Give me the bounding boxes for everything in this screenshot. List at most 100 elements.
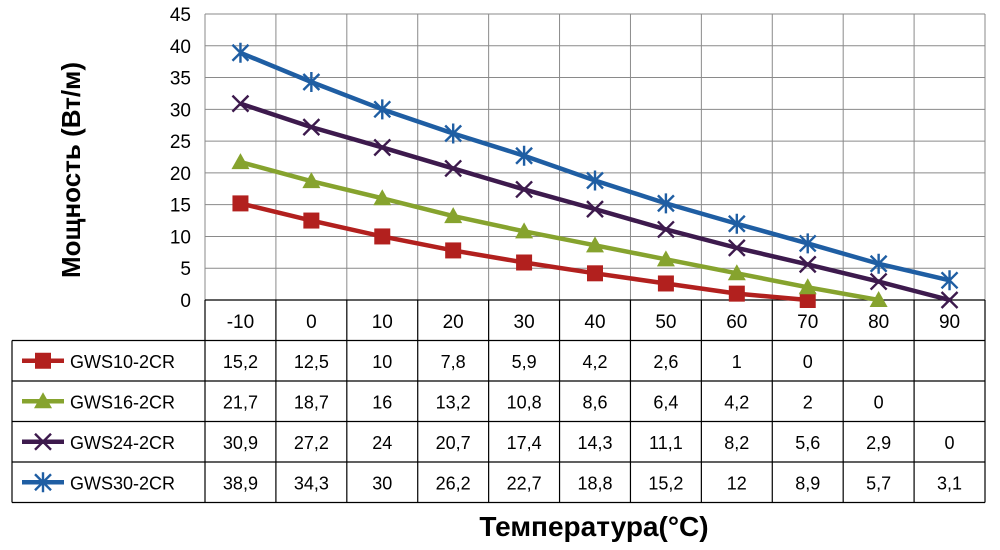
table-cell: 5,9 — [512, 352, 537, 372]
data-point — [798, 255, 817, 274]
table-cell: 15,2 — [648, 473, 683, 493]
data-point — [444, 123, 463, 144]
data-point — [232, 195, 249, 212]
table-cell: 8,6 — [582, 392, 607, 412]
grid — [204, 13, 986, 301]
y-tick-label: 10 — [170, 227, 191, 248]
legend-marker — [34, 432, 52, 451]
table-cell: 2,6 — [653, 352, 678, 372]
table-cell: 12 — [727, 473, 747, 493]
data-point — [587, 265, 603, 282]
table-cell: 15,2 — [223, 352, 258, 372]
table-cell: 22,7 — [507, 473, 542, 493]
x-tick-label: 20 — [443, 312, 464, 333]
table-cell: 12,5 — [294, 352, 329, 372]
data-point — [302, 118, 321, 136]
data-point — [515, 145, 533, 166]
table-cell: 10,8 — [507, 392, 542, 412]
data-point — [728, 285, 745, 302]
y-axis-ticks: 0 5 10 15 20 25 30 35 40 45 — [170, 5, 191, 312]
data-point — [657, 220, 675, 239]
table-cell: 30 — [372, 473, 392, 493]
x-tick-label: 10 — [372, 312, 393, 333]
legend-marker — [34, 472, 52, 493]
legend-label: GWS30-2CR — [70, 473, 175, 493]
y-tick-label: 5 — [180, 259, 191, 280]
data-point — [445, 242, 462, 259]
x-tick-label: 80 — [868, 312, 889, 333]
x-tick-label: 50 — [655, 312, 676, 333]
table-cell: 38,9 — [223, 473, 258, 493]
data-point — [657, 193, 675, 214]
data-point — [657, 275, 674, 292]
x-tick-label: 0 — [306, 312, 317, 333]
table-cell: 0 — [874, 392, 884, 412]
table-cell: 8,9 — [795, 473, 820, 493]
data-point — [798, 278, 817, 295]
data-point — [515, 180, 533, 199]
table-cell: 10 — [372, 352, 392, 372]
data-point — [586, 236, 604, 253]
y-tick-label: 25 — [170, 132, 191, 153]
table-cell: 34,3 — [294, 473, 329, 493]
y-tick-label: 30 — [170, 100, 191, 121]
data-point — [727, 213, 746, 234]
table-cell: 1 — [732, 352, 742, 372]
legend-label: GWS16-2CR — [70, 392, 175, 412]
table-cell: 4,2 — [724, 392, 749, 412]
table-cell: 5,7 — [866, 473, 891, 493]
data-point — [799, 292, 816, 308]
y-tick-label: 20 — [170, 164, 191, 185]
table-cell: 11,1 — [649, 433, 683, 453]
table-cell: 4,2 — [582, 352, 607, 372]
table-cell: 26,2 — [436, 473, 471, 493]
data-point — [586, 170, 604, 191]
legend-entry: GWS16-2CR — [22, 392, 175, 412]
legend-entry: GWS24-2CR — [22, 433, 175, 453]
table-cell: 2 — [803, 392, 813, 412]
data-point — [444, 159, 463, 178]
table-cell: 5,6 — [795, 433, 820, 453]
table-cell: 14,3 — [577, 433, 612, 453]
table-cell: 30,9 — [223, 433, 258, 453]
data-point — [302, 172, 321, 189]
table-cell: 18,8 — [577, 473, 612, 493]
series-GWS16-2CR — [231, 153, 888, 307]
data-point — [515, 222, 534, 239]
data-point — [231, 153, 250, 170]
data-point — [727, 264, 746, 281]
series-GWS30-2CR — [231, 42, 959, 291]
table-cell: 2,9 — [866, 433, 891, 453]
table-cell: 21,7 — [223, 392, 258, 412]
data-point — [869, 253, 888, 274]
table-cell: 13,2 — [436, 392, 471, 412]
data-point — [516, 254, 533, 271]
table-cell: 16 — [372, 392, 392, 412]
table-cell: 20,7 — [436, 433, 471, 453]
series-GWS24-2CR — [231, 94, 959, 309]
table-cell: 7,8 — [441, 352, 466, 372]
data-point — [374, 228, 391, 245]
data-point — [444, 207, 463, 224]
data-point — [586, 200, 604, 218]
series-lines — [231, 42, 959, 309]
y-tick-label: 15 — [170, 196, 191, 217]
x-tick-label: 90 — [939, 312, 960, 333]
y-tick-label: 35 — [170, 69, 191, 90]
legend-label: GWS24-2CR — [70, 433, 175, 453]
data-point — [869, 272, 888, 291]
x-axis-title: Температура(°C) — [479, 511, 708, 542]
legend-marker — [34, 392, 52, 409]
table-cell: 8,2 — [724, 433, 749, 453]
data-point — [940, 291, 959, 309]
x-tick-label: 40 — [584, 312, 605, 333]
table-cell: 0 — [803, 352, 813, 372]
data-point — [373, 189, 392, 206]
series-line — [239, 159, 880, 303]
table-cell: 3,1 — [937, 473, 962, 493]
legend-marker — [35, 352, 51, 369]
y-tick-label: 0 — [180, 291, 191, 312]
table-cell: 0 — [945, 433, 955, 453]
